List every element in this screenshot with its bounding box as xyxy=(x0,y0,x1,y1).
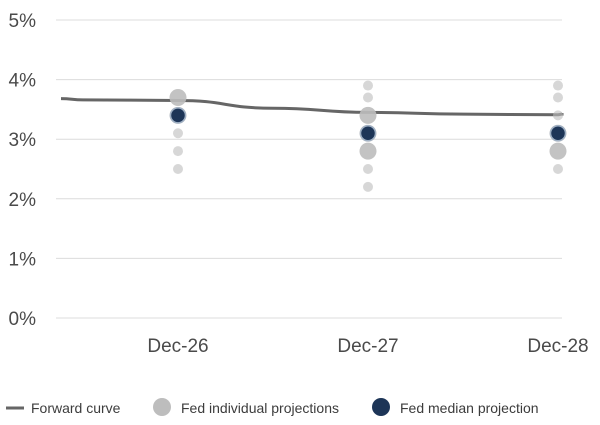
individual-projection-dot xyxy=(363,92,373,103)
individual-projections-series xyxy=(169,80,567,192)
median-projection-series xyxy=(169,107,567,142)
legend-item-individual-projections: Fed individual projections xyxy=(153,398,339,416)
individual-projection-dot xyxy=(363,164,373,174)
legend-dot-swatch-individual xyxy=(153,398,171,416)
legend-label-median-projection: Fed median projection xyxy=(400,400,539,416)
individual-projection-dot xyxy=(549,142,567,160)
legend-label-individual-projections: Fed individual projections xyxy=(181,400,339,416)
forward-curve-series xyxy=(60,97,564,117)
y-tick-label: 1% xyxy=(9,249,37,270)
individual-projection-dot xyxy=(173,146,183,157)
legend-item-forward-curve: Forward curve xyxy=(6,400,121,416)
individual-projection-dot xyxy=(553,80,563,91)
x-tick-label: Dec-26 xyxy=(147,336,208,357)
x-tick-label: Dec-28 xyxy=(527,336,588,357)
individual-projection-dot xyxy=(359,106,377,124)
median-projection-dot xyxy=(359,124,377,142)
individual-projection-dot xyxy=(173,128,183,139)
median-projection-dot xyxy=(169,107,187,124)
y-axis-tick-labels: 0% 1% 2% 3% 4% 5% xyxy=(9,11,37,330)
individual-projection-dot xyxy=(173,164,183,174)
legend-item-median-projection: Fed median projection xyxy=(372,398,539,416)
individual-projection-dot xyxy=(553,164,563,174)
legend-label-forward-curve: Forward curve xyxy=(31,400,121,416)
individual-projection-dot xyxy=(363,80,373,91)
individual-projection-dot xyxy=(363,181,373,192)
y-tick-label: 4% xyxy=(9,71,37,92)
x-tick-label: Dec-27 xyxy=(337,336,398,357)
legend-dot-swatch-median xyxy=(372,398,390,416)
individual-projection-dot xyxy=(169,88,187,106)
individual-projection-dot xyxy=(553,92,563,103)
gridlines xyxy=(56,19,562,319)
individual-projection-dot xyxy=(553,110,563,121)
x-axis-tick-labels: Dec-26 Dec-27 Dec-28 xyxy=(147,336,588,357)
median-projection-dot xyxy=(549,124,567,142)
y-tick-label: 3% xyxy=(9,130,37,151)
y-tick-label: 5% xyxy=(9,11,37,32)
legend: Forward curve Fed individual projections… xyxy=(6,398,539,416)
y-tick-label: 2% xyxy=(9,190,37,211)
individual-projection-dot xyxy=(359,142,377,160)
forward-curve-line xyxy=(60,97,564,117)
y-tick-label: 0% xyxy=(9,309,37,330)
